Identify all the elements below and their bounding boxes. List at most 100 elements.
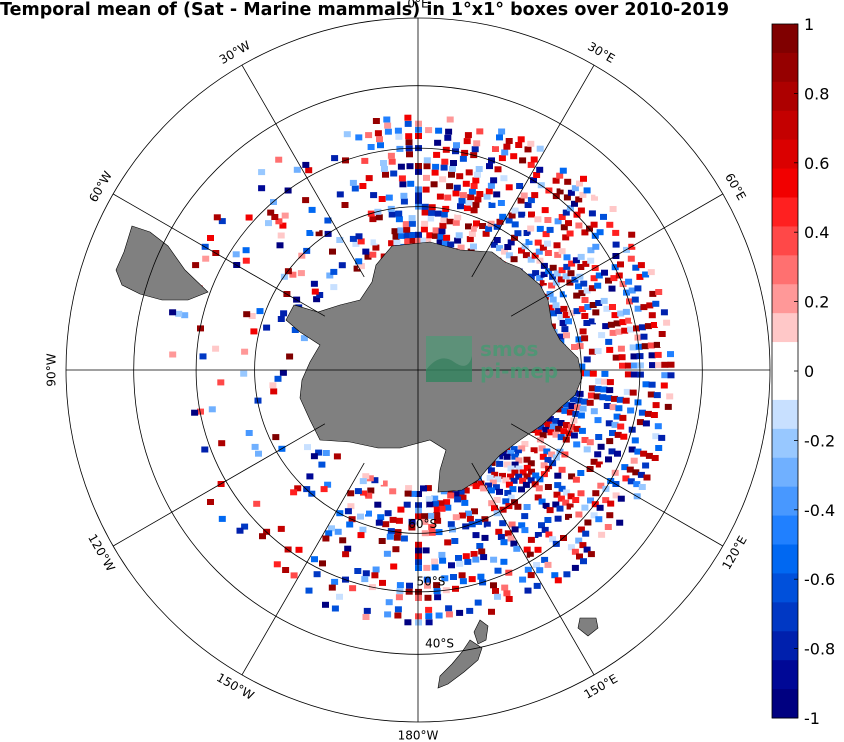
- data-cell: [632, 469, 640, 476]
- data-cell: [452, 491, 460, 498]
- data-cell: [522, 252, 530, 259]
- data-cell: [384, 128, 392, 135]
- data-cell: [382, 171, 389, 178]
- data-cell: [667, 372, 675, 379]
- data-cell: [291, 327, 299, 333]
- data-cell: [534, 546, 542, 553]
- data-cell: [528, 211, 535, 218]
- data-cell: [625, 278, 633, 285]
- data-cell: [581, 335, 589, 342]
- data-cell: [553, 242, 561, 249]
- data-cell: [370, 192, 378, 199]
- data-cell: [605, 420, 613, 427]
- colorbar-tick-label: 0.8: [804, 84, 829, 103]
- data-cell: [462, 180, 470, 187]
- data-cell: [504, 490, 512, 496]
- data-cell: [533, 442, 541, 449]
- data-cell: [486, 163, 493, 170]
- meridian-line: [241, 65, 365, 278]
- data-cell: [426, 501, 434, 508]
- data-cell: [393, 115, 401, 122]
- data-cell: [395, 517, 403, 524]
- data-cell: [551, 572, 559, 579]
- data-cell: [441, 575, 449, 582]
- data-cell: [549, 469, 557, 476]
- data-cell: [549, 536, 557, 543]
- data-cell: [633, 325, 640, 332]
- data-cell: [384, 122, 392, 129]
- data-cell: [557, 434, 565, 441]
- data-cell: [346, 521, 354, 528]
- data-cell: [400, 192, 408, 199]
- data-cell: [540, 271, 548, 278]
- data-cell: [503, 453, 511, 460]
- data-cell: [355, 134, 363, 141]
- data-cell: [485, 188, 493, 195]
- data-cell: [628, 287, 636, 294]
- data-cell: [453, 184, 461, 191]
- data-cell: [609, 304, 616, 310]
- data-cell: [535, 248, 543, 255]
- data-cell: [601, 378, 608, 385]
- longitude-label: 0°E: [407, 0, 428, 11]
- data-cell: [347, 503, 355, 510]
- data-cell: [427, 512, 435, 519]
- data-cell: [611, 421, 619, 428]
- data-cell: [351, 185, 359, 192]
- data-cell: [420, 237, 428, 244]
- data-cell: [511, 453, 519, 460]
- data-cell: [359, 508, 366, 515]
- data-cell: [365, 492, 373, 499]
- data-cell: [546, 507, 554, 514]
- data-cell: [595, 461, 603, 468]
- data-cell: [398, 232, 406, 239]
- data-cell: [431, 238, 439, 245]
- data-cell: [355, 258, 363, 265]
- data-cell: [328, 525, 335, 532]
- data-cell: [595, 300, 603, 306]
- meridian-line: [113, 423, 326, 547]
- data-cell: [584, 519, 592, 526]
- data-cell: [655, 289, 663, 295]
- data-cell: [534, 429, 542, 436]
- data-cell: [397, 506, 405, 513]
- data-cell: [567, 189, 575, 196]
- data-cell: [490, 196, 498, 203]
- data-cell: [452, 190, 460, 197]
- data-cell: [546, 226, 554, 233]
- data-cell: [587, 497, 594, 504]
- data-cell: [462, 553, 470, 560]
- data-cell: [552, 418, 560, 424]
- data-cell: [575, 537, 583, 544]
- data-cell: [507, 239, 515, 246]
- data-cell: [572, 257, 580, 264]
- data-cell: [539, 453, 547, 460]
- data-cell: [424, 582, 431, 589]
- data-cell: [502, 498, 510, 505]
- data-cell: [559, 167, 567, 174]
- data-cell: [449, 165, 456, 172]
- data-cell: [388, 240, 396, 247]
- data-cell: [581, 297, 589, 303]
- data-cell: [577, 526, 585, 533]
- data-cell: [654, 351, 662, 358]
- data-cell: [560, 305, 568, 312]
- data-cell: [393, 239, 401, 246]
- data-cell: [556, 406, 563, 413]
- data-cell: [586, 439, 594, 446]
- data-cell: [590, 458, 598, 465]
- meridian-line: [510, 193, 723, 317]
- data-cell: [400, 535, 408, 542]
- data-cell: [536, 145, 544, 152]
- data-cell: [557, 276, 565, 283]
- data-cell: [409, 490, 417, 497]
- data-cell: [623, 388, 631, 395]
- data-cell: [527, 273, 535, 280]
- data-cell: [644, 410, 652, 417]
- data-cell: [362, 614, 370, 620]
- data-cell: [480, 554, 488, 561]
- data-cell: [421, 513, 429, 520]
- data-cell: [666, 393, 674, 400]
- data-cell: [518, 486, 525, 493]
- data-cell: [536, 166, 544, 173]
